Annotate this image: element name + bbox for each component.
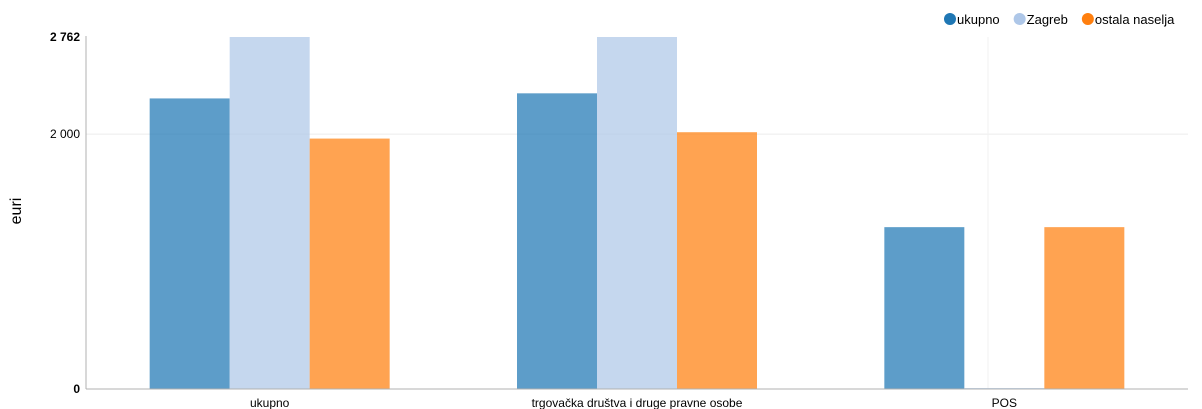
bar-ukupno[interactable] [884, 227, 965, 389]
bar-zagreb[interactable] [597, 37, 677, 389]
legend-swatch [1013, 13, 1026, 25]
y-tick-label: 2 000 [50, 127, 80, 141]
bar-ostala-naselja[interactable] [677, 132, 757, 390]
x-tick-label: ukupno [250, 396, 290, 409]
axes-layer [85, 36, 1188, 390]
bars-layer [149, 37, 1125, 390]
y-axis-title: euri [8, 198, 25, 225]
bar-ukupno[interactable] [517, 93, 597, 389]
y-tick-labels: 0 2 000 2 762 [50, 30, 80, 396]
y-tick-label: 0 [73, 382, 80, 396]
legend-item[interactable]: Zagreb [1013, 12, 1068, 27]
legend: ukupno Zagreb ostala naselja [944, 12, 1175, 27]
x-tick-label: POS [992, 396, 1017, 409]
legend-item[interactable]: ukupno [944, 12, 1000, 27]
legend-swatch [1081, 13, 1094, 25]
x-tick-label: trgovačka društva i druge pravne osobe [532, 396, 743, 409]
bar-zagreb[interactable] [229, 37, 310, 389]
legend-label: ostala naselja [1095, 12, 1175, 27]
legend-label: ukupno [957, 12, 1000, 27]
legend-label: Zagreb [1027, 12, 1068, 27]
bar-ostala-naselja[interactable] [309, 138, 390, 389]
y-tick-label: 2 762 [50, 30, 80, 44]
bar-ostala-naselja[interactable] [1044, 227, 1125, 389]
legend-item[interactable]: ostala naselja [1081, 12, 1175, 27]
bar-ukupno[interactable] [149, 98, 230, 389]
legend-swatch [944, 13, 956, 25]
x-tick-labels: ukupno trgovačka društva i druge pravne o… [250, 396, 1017, 409]
